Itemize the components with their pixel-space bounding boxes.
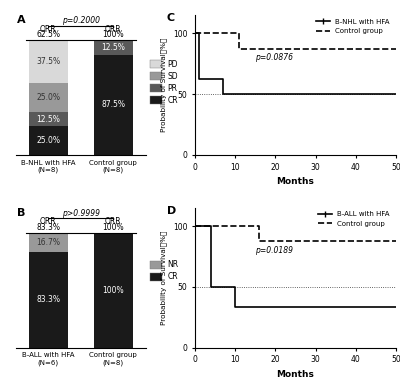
Text: A: A <box>17 15 26 25</box>
Text: p>0.9999: p>0.9999 <box>62 209 100 218</box>
Text: D: D <box>167 206 176 215</box>
Y-axis label: Probability of Survival（%）: Probability of Survival（%） <box>161 38 167 132</box>
Y-axis label: Probability of Survival（%）: Probability of Survival（%） <box>161 231 167 325</box>
Legend: PD, SD, PR, CR: PD, SD, PR, CR <box>147 57 181 108</box>
Text: 12.5%: 12.5% <box>101 43 125 52</box>
Text: 16.7%: 16.7% <box>36 238 60 247</box>
Text: ORR: ORR <box>105 217 122 226</box>
Text: 83.3%: 83.3% <box>36 223 60 232</box>
X-axis label: Months: Months <box>276 177 314 186</box>
Text: 87.5%: 87.5% <box>101 100 125 109</box>
Bar <box>29 233 68 252</box>
Legend: B-ALL with HFA, Control group: B-ALL with HFA, Control group <box>315 209 392 230</box>
Bar <box>94 55 133 155</box>
Legend: NR, CR: NR, CR <box>147 257 182 285</box>
X-axis label: Months: Months <box>276 370 314 379</box>
Text: p=0.2000: p=0.2000 <box>62 16 100 25</box>
Text: 100%: 100% <box>102 286 124 295</box>
Text: B: B <box>17 208 26 218</box>
Text: 100%: 100% <box>102 30 124 39</box>
Bar <box>94 40 133 55</box>
Text: p=0.0189: p=0.0189 <box>255 246 293 255</box>
Text: p=0.0876: p=0.0876 <box>255 53 293 62</box>
Bar <box>29 40 68 83</box>
Text: ORR: ORR <box>40 217 57 226</box>
Text: 37.5%: 37.5% <box>36 57 60 66</box>
Text: 25.0%: 25.0% <box>36 93 60 102</box>
Text: 100%: 100% <box>102 223 124 232</box>
Text: ORR: ORR <box>40 24 57 34</box>
Text: 25.0%: 25.0% <box>36 136 60 145</box>
Text: C: C <box>167 13 175 23</box>
Text: 62.5%: 62.5% <box>36 30 60 39</box>
Bar <box>29 112 68 126</box>
Bar <box>94 233 133 348</box>
Legend: B-NHL with HFA, Control group: B-NHL with HFA, Control group <box>313 16 392 37</box>
Text: ORR: ORR <box>105 24 122 34</box>
Text: 12.5%: 12.5% <box>36 115 60 124</box>
Text: 83.3%: 83.3% <box>36 295 60 304</box>
Bar <box>29 252 68 348</box>
Bar <box>29 126 68 155</box>
Bar <box>29 83 68 112</box>
